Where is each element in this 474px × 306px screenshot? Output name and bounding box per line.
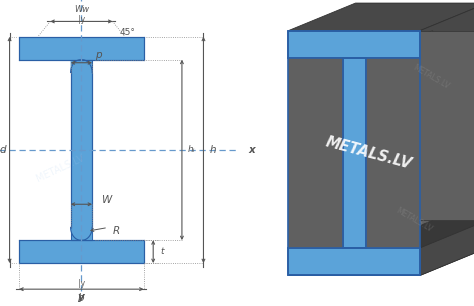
Text: METALS.LV: METALS.LV <box>324 134 413 172</box>
Polygon shape <box>365 31 433 248</box>
Bar <box>365 58 420 248</box>
Polygon shape <box>71 60 81 73</box>
Text: METALS.LV: METALS.LV <box>411 62 451 91</box>
Bar <box>289 31 420 58</box>
Bar <box>289 248 420 275</box>
Polygon shape <box>82 227 92 240</box>
Bar <box>289 58 343 248</box>
Text: y: y <box>78 292 85 302</box>
Bar <box>289 248 420 275</box>
Text: 45°: 45° <box>119 28 136 37</box>
Polygon shape <box>420 220 474 275</box>
Text: METALS.LV: METALS.LV <box>394 206 434 234</box>
Bar <box>343 58 365 248</box>
Bar <box>19 240 144 263</box>
Text: b: b <box>78 293 85 303</box>
Polygon shape <box>356 220 474 248</box>
Text: p: p <box>95 50 101 60</box>
Bar <box>19 37 144 60</box>
Text: Ww: Ww <box>74 5 89 14</box>
Text: t: t <box>160 247 164 256</box>
Text: |y: |y <box>78 279 85 288</box>
Polygon shape <box>289 3 474 31</box>
Text: h: h <box>210 145 216 155</box>
Polygon shape <box>420 3 474 58</box>
Text: x: x <box>248 145 255 155</box>
Polygon shape <box>356 31 474 220</box>
Text: d: d <box>0 145 6 155</box>
Bar <box>343 58 365 248</box>
Text: W: W <box>102 195 112 205</box>
Text: hᵢ: hᵢ <box>188 145 195 155</box>
Bar <box>289 31 420 58</box>
Polygon shape <box>82 60 92 73</box>
Text: R: R <box>112 226 120 236</box>
Text: |y: |y <box>78 15 85 24</box>
Text: METALS.LV: METALS.LV <box>34 153 85 184</box>
Bar <box>71 60 92 240</box>
Polygon shape <box>71 227 81 240</box>
Polygon shape <box>356 3 474 31</box>
Polygon shape <box>289 248 474 275</box>
